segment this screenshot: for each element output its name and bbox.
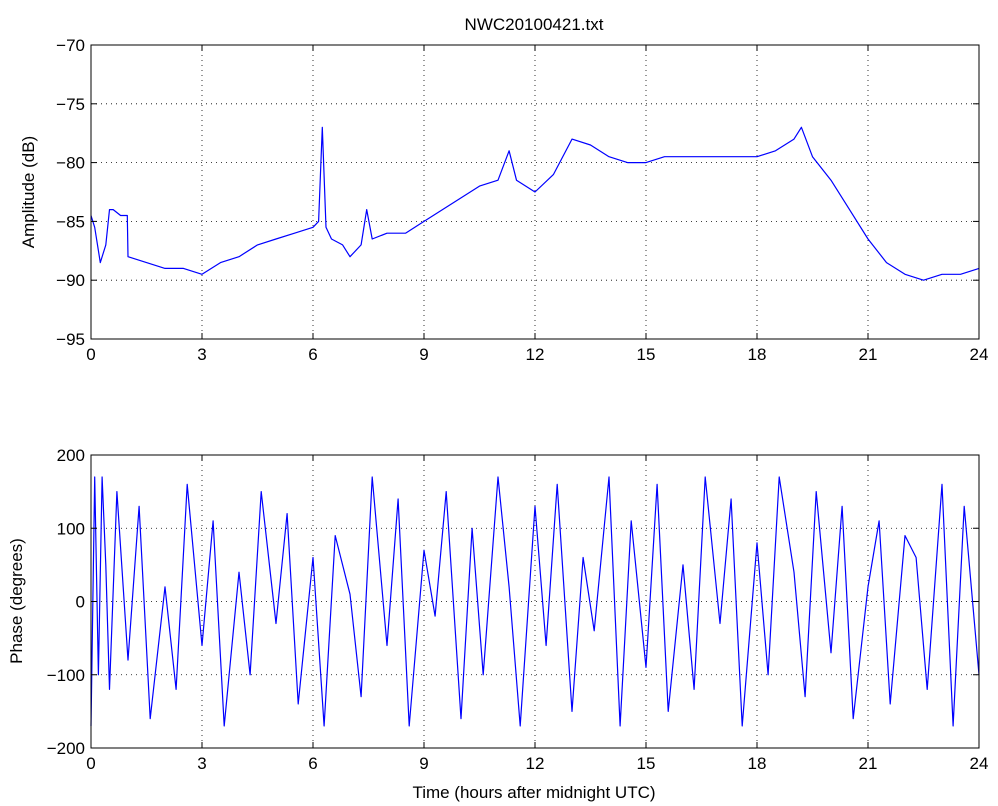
amplitude-x-tick-label: 9 [419,345,428,364]
phase-x-tick-label: 24 [970,754,989,773]
phase-x-axis-label: Time (hours after midnight UTC) [412,783,655,802]
phase-y-tick-label: −100 [47,666,85,685]
phase-y-tick-label: 200 [57,446,85,465]
phase-x-tick-label: 3 [197,754,206,773]
amplitude-y-tick-label: −70 [56,36,85,55]
phase-x-tick-label: 9 [419,754,428,773]
amplitude-x-tick-label: 6 [308,345,317,364]
amplitude-y-tick-label: −75 [56,95,85,114]
amplitude-y-axis-label: Amplitude (dB) [19,136,38,248]
amplitude-title: NWC20100421.txt [465,15,604,34]
amplitude-x-tick-label: 24 [970,345,989,364]
phase-y-tick-label: 100 [57,519,85,538]
amplitude-x-tick-label: 0 [86,345,95,364]
amplitude-y-tick-label: −80 [56,154,85,173]
amplitude-x-tick-label: 12 [526,345,545,364]
amplitude-x-tick-label: 15 [637,345,656,364]
phase-x-tick-label: 12 [526,754,545,773]
phase-y-axis-label: Phase (degrees) [7,538,26,664]
amplitude-series-line [90,126,980,281]
phase-series-line [90,476,980,727]
amplitude-y-tick-label: −85 [56,212,85,231]
amplitude-panel: NWC20100421.txt Amplitude (dB) 0 3 6 9 12 15 1… [19,15,988,364]
phase-y-tick-label: −200 [47,739,85,758]
amplitude-x-tick-label: 21 [859,345,878,364]
amplitude-y-tick-label: −90 [56,271,85,290]
phase-panel: Time (hours after midnight UTC) Phase (d… [7,446,988,802]
phase-x-tick-label: 0 [86,754,95,773]
phase-x-tick-label: 15 [637,754,656,773]
phase-x-tick-label: 18 [748,754,767,773]
phase-x-tick-label: 6 [308,754,317,773]
phase-x-tick-label: 21 [859,754,878,773]
amplitude-x-tick-label: 18 [748,345,767,364]
amplitude-x-tick-label: 3 [197,345,206,364]
phase-y-tick-label: 0 [76,593,85,612]
amplitude-y-tick-label: −95 [56,330,85,349]
phase-axes-frame [90,454,980,749]
